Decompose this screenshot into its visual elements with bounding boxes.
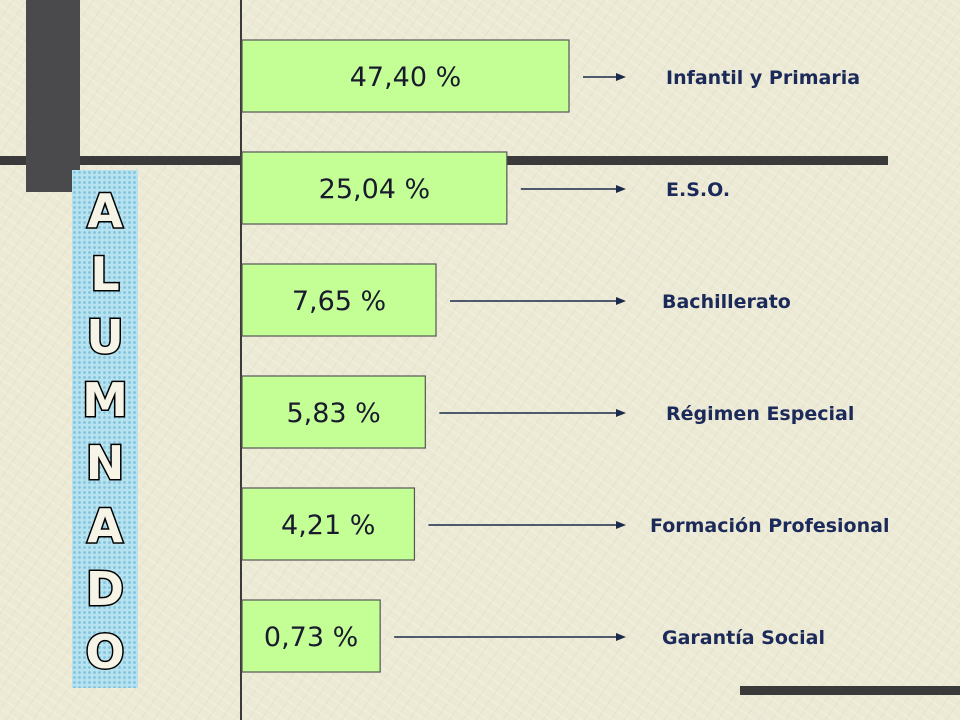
bar-value-label: 47,40 %: [350, 62, 462, 93]
axis-line: [240, 0, 242, 720]
bar: [241, 151, 508, 225]
category-label: Garantía Social: [662, 627, 825, 649]
category-label: E.S.O.: [666, 179, 730, 201]
arrow-head: [616, 185, 626, 193]
bar: [241, 487, 416, 561]
bar-group: 5,83 % Régimen Especial: [241, 375, 854, 449]
bar-group: 4,21 % Formación Profesional: [241, 487, 889, 561]
bar-value-label: 4,21 %: [281, 510, 375, 541]
arrow-head: [616, 633, 626, 641]
arrow-head: [616, 73, 626, 81]
arrow-head: [616, 521, 626, 529]
bar-value-label: 5,83 %: [286, 398, 380, 429]
bar: [241, 39, 570, 113]
bar-group: 7,65 % Bachillerato: [241, 263, 791, 337]
category-label: Formación Profesional: [650, 515, 889, 537]
bar: [241, 263, 437, 337]
bar-value-label: 0,73 %: [264, 622, 358, 653]
decorative-bottom-line: [740, 686, 960, 695]
arrow-head: [616, 297, 626, 305]
category-label: Régimen Especial: [666, 403, 854, 425]
category-label: Infantil y Primaria: [666, 67, 860, 89]
arrow-head: [616, 409, 626, 417]
bar: [241, 375, 426, 449]
bar-group: 0,73 % Garantía Social: [241, 599, 825, 673]
bar-value-label: 7,65 %: [292, 286, 386, 317]
bar-value-label: 25,04 %: [319, 174, 431, 205]
bar: [241, 599, 381, 673]
bar-group: 25,04 % E.S.O.: [241, 151, 730, 225]
bar-group: 47,40 % Infantil y Primaria: [241, 39, 860, 113]
decorative-dark-block: [26, 0, 80, 192]
category-label: Bachillerato: [662, 291, 791, 313]
